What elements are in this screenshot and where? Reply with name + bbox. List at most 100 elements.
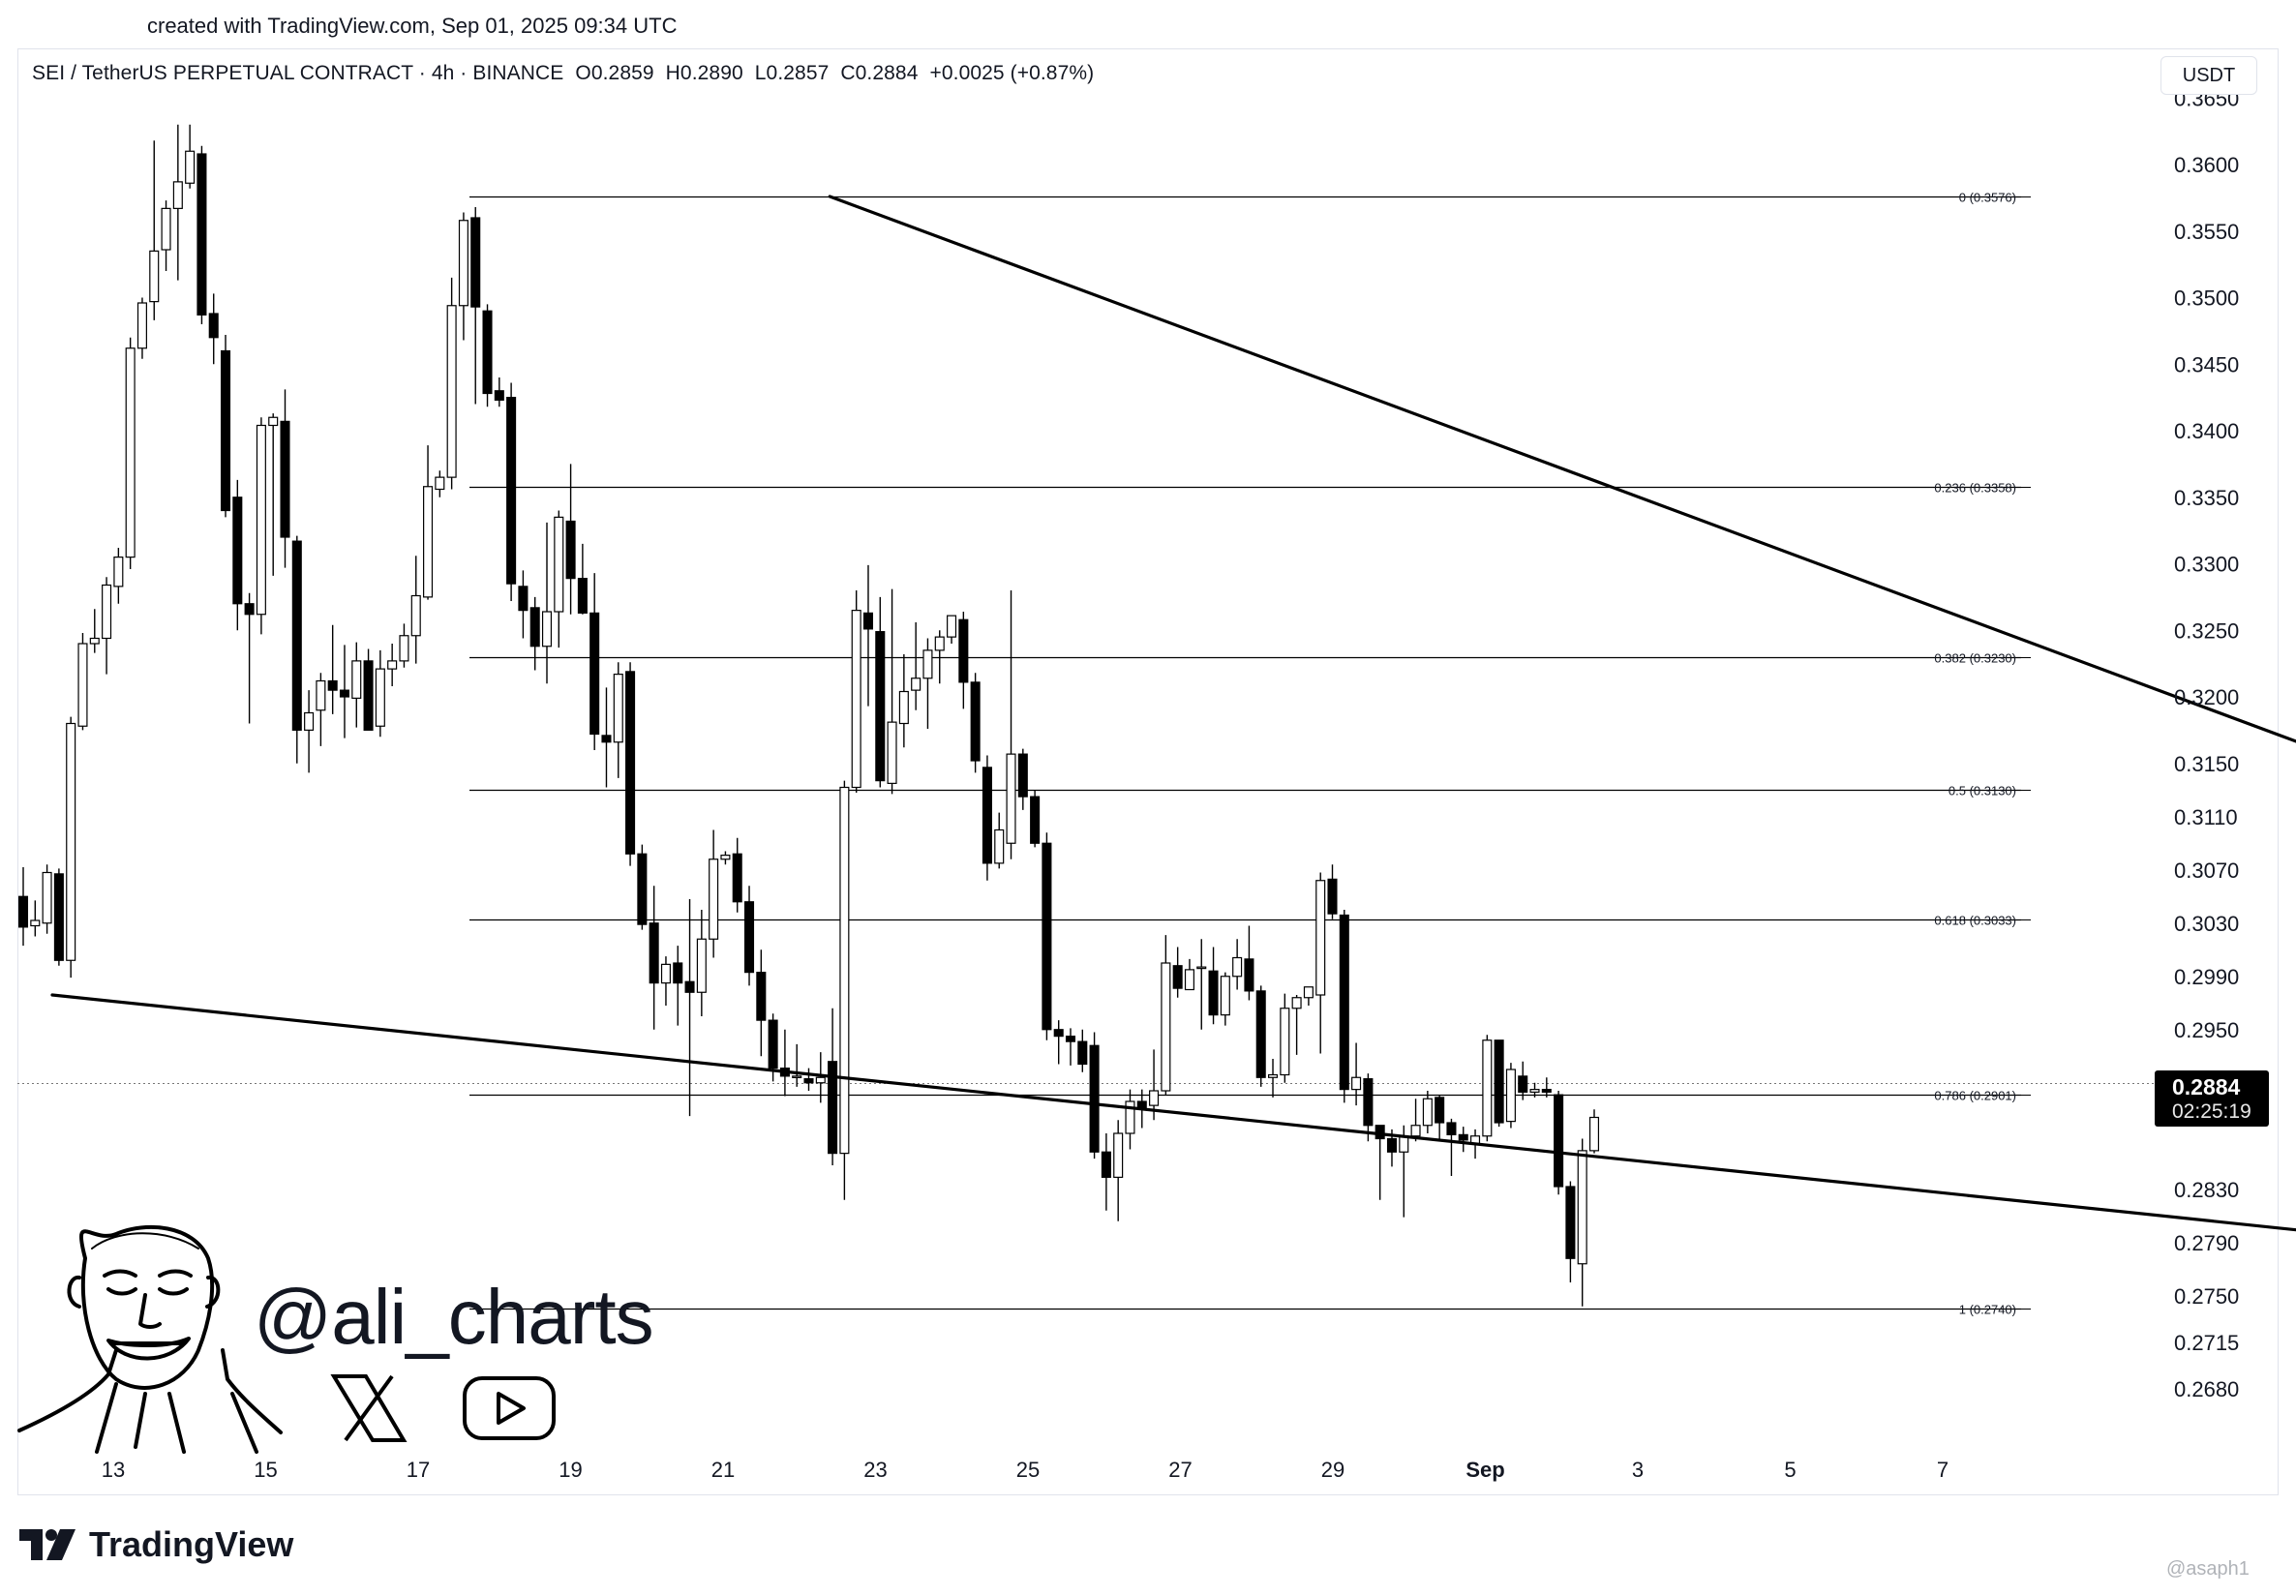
candle-body-up xyxy=(1315,880,1326,996)
candle xyxy=(1458,1127,1468,1153)
candle-body-up xyxy=(660,963,671,984)
candle xyxy=(1505,1063,1516,1129)
candle xyxy=(1375,1125,1385,1200)
candle-body-up xyxy=(458,220,468,307)
candle-body-down xyxy=(1053,1029,1064,1038)
candle xyxy=(161,200,171,271)
tradingview-logo[interactable]: TradingView xyxy=(19,1524,293,1565)
candle-body-down xyxy=(1565,1186,1576,1259)
candle xyxy=(613,662,623,778)
candle-body-down xyxy=(1554,1094,1564,1188)
candle xyxy=(399,623,409,668)
candle-body-up xyxy=(435,476,445,491)
candle xyxy=(268,413,279,576)
candle xyxy=(839,780,850,1200)
candle xyxy=(125,337,136,569)
current-price-tag: 0.2884 02:25:19 xyxy=(2155,1070,2269,1127)
chart-frame xyxy=(17,48,2279,1495)
candle-body-down xyxy=(363,660,374,731)
x-logo-icon[interactable] xyxy=(330,1374,408,1442)
candle-body-down xyxy=(684,980,695,993)
candle-body-up xyxy=(399,635,409,662)
current-price-label: 0.2884 xyxy=(2172,1074,2241,1099)
bar-countdown: 02:25:19 xyxy=(2172,1100,2251,1123)
candle xyxy=(756,949,767,1057)
candle xyxy=(1554,1091,1564,1195)
candle xyxy=(89,609,100,653)
candle-body-down xyxy=(470,217,481,308)
created-with-caption: created with TradingView.com, Sep 01, 20… xyxy=(147,14,678,38)
candle-body-down xyxy=(875,631,886,782)
candle xyxy=(1053,1020,1064,1065)
candle-body-down xyxy=(327,679,338,691)
candle-body-up xyxy=(994,828,1005,864)
candle xyxy=(1315,872,1326,1054)
candle-body-down xyxy=(1518,1075,1528,1093)
author-handle: @ali_charts xyxy=(254,1274,654,1360)
candle xyxy=(862,564,874,707)
avatar-icon xyxy=(17,1224,283,1454)
candle xyxy=(828,1008,838,1165)
candle xyxy=(911,622,921,710)
candle-body-up xyxy=(149,250,160,303)
price-axis[interactable]: 0.36500.36000.35500.35000.34500.34000.33… xyxy=(2174,86,2239,1401)
candle xyxy=(982,755,992,881)
candle-body-down xyxy=(220,349,231,512)
candle xyxy=(482,304,493,407)
candle xyxy=(410,556,421,664)
candle xyxy=(684,899,695,1117)
candle xyxy=(709,829,719,958)
candle xyxy=(1399,1125,1409,1218)
candle xyxy=(589,573,600,750)
candle xyxy=(875,596,886,788)
candles xyxy=(17,124,1600,1307)
candle-body-up xyxy=(934,636,945,651)
youtube-play-icon[interactable] xyxy=(463,1376,556,1440)
ohlc-close: C0.2884 xyxy=(840,62,919,84)
candle-body-down xyxy=(196,153,207,316)
candle-body-down xyxy=(958,618,969,683)
currency-button[interactable]: USDT xyxy=(2160,56,2257,95)
candle xyxy=(470,207,481,405)
x-tick-label: 3 xyxy=(1632,1458,1644,1482)
wedge-upper-line[interactable] xyxy=(828,195,2296,1386)
candle xyxy=(1030,790,1041,848)
candle-body-up xyxy=(387,660,398,670)
candle xyxy=(1208,947,1219,1025)
symbol-name[interactable]: SEI / TetherUS PERPETUAL CONTRACT · 4h ·… xyxy=(32,62,564,84)
candle xyxy=(1017,748,1028,810)
candle-body-up xyxy=(102,584,112,640)
wedge-lower-line[interactable] xyxy=(50,993,2296,1411)
fib-label-0.618: 0.618 (0.3033) xyxy=(1934,914,2016,928)
candle-body-up xyxy=(446,305,457,478)
candle xyxy=(172,124,183,281)
candle-body-up xyxy=(911,678,921,691)
candle xyxy=(291,535,302,764)
candle-body-down xyxy=(862,612,874,630)
candle xyxy=(304,690,315,773)
candle-body-up xyxy=(410,594,421,637)
x-tick-label: 15 xyxy=(254,1458,277,1482)
candle xyxy=(1327,864,1338,919)
candle xyxy=(1196,939,1207,1030)
candle xyxy=(77,633,88,731)
y-tick-label: 0.2950 xyxy=(2174,1018,2239,1042)
candle xyxy=(17,867,29,947)
candle xyxy=(1422,1091,1433,1133)
candle-body-down xyxy=(970,681,981,762)
time-axis[interactable]: 13 15 17 19 21 23 25 27 29 Sep 3 5 7 xyxy=(102,1458,1949,1482)
candle xyxy=(1089,1032,1100,1159)
x-tick-label: 19 xyxy=(559,1458,582,1482)
candle-body-down xyxy=(1255,990,1266,1078)
candle-body-up xyxy=(1184,969,1194,991)
falling-wedge[interactable] xyxy=(50,195,2296,1411)
candle-body-up xyxy=(185,150,196,184)
fib-retracement[interactable]: 0 (0.3576) 0.236 (0.3358) 0.382 (0.3230) 0.… xyxy=(469,191,2031,1317)
y-tick-label: 0.3450 xyxy=(2174,352,2239,376)
candle xyxy=(1232,939,1243,990)
candle-body-up xyxy=(709,858,719,940)
candle-body-up xyxy=(113,557,124,587)
candle-body-up xyxy=(304,711,315,731)
candle-body-down xyxy=(732,853,742,903)
